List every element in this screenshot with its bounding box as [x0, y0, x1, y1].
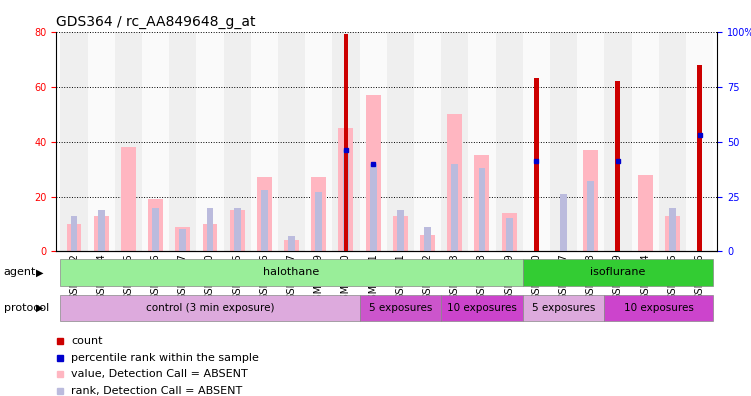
- Bar: [686, 32, 713, 251]
- Bar: [469, 32, 496, 251]
- Text: 10 exposures: 10 exposures: [624, 303, 694, 313]
- Bar: [230, 210, 245, 251]
- Text: ▶: ▶: [36, 303, 44, 313]
- Bar: [475, 155, 490, 251]
- Text: 5 exposures: 5 exposures: [532, 303, 596, 313]
- Bar: [305, 32, 333, 251]
- Bar: [343, 34, 348, 251]
- Bar: [288, 236, 295, 251]
- Bar: [451, 164, 458, 251]
- Bar: [616, 81, 620, 251]
- Text: GDS364 / rc_AA849648_g_at: GDS364 / rc_AA849648_g_at: [56, 15, 256, 29]
- Bar: [424, 227, 431, 251]
- Bar: [312, 177, 326, 251]
- Bar: [203, 224, 218, 251]
- Text: isoflurane: isoflurane: [590, 267, 646, 277]
- Bar: [550, 32, 577, 251]
- Bar: [360, 32, 387, 251]
- Bar: [94, 216, 109, 251]
- Bar: [420, 235, 435, 251]
- Bar: [397, 210, 404, 251]
- Bar: [523, 32, 550, 251]
- Bar: [60, 259, 523, 286]
- Text: rank, Detection Call = ABSENT: rank, Detection Call = ABSENT: [71, 386, 243, 396]
- Bar: [638, 175, 653, 251]
- Bar: [67, 224, 81, 251]
- Bar: [342, 150, 349, 251]
- Bar: [60, 295, 360, 321]
- Bar: [207, 208, 213, 251]
- Bar: [505, 219, 512, 251]
- Bar: [71, 216, 77, 251]
- Bar: [152, 208, 159, 251]
- Bar: [315, 192, 322, 251]
- Bar: [234, 208, 240, 251]
- Bar: [333, 32, 360, 251]
- Bar: [115, 32, 142, 251]
- Bar: [414, 32, 441, 251]
- Text: protocol: protocol: [4, 303, 49, 313]
- Text: percentile rank within the sample: percentile rank within the sample: [71, 352, 259, 363]
- Bar: [339, 128, 354, 251]
- Bar: [441, 32, 469, 251]
- Text: 5 exposures: 5 exposures: [369, 303, 432, 313]
- Bar: [523, 295, 605, 321]
- Bar: [169, 32, 197, 251]
- Bar: [632, 32, 659, 251]
- Bar: [697, 65, 702, 251]
- Text: count: count: [71, 336, 103, 346]
- Text: 10 exposures: 10 exposures: [447, 303, 517, 313]
- Text: control (3 min exposure): control (3 min exposure): [146, 303, 274, 313]
- Bar: [88, 32, 115, 251]
- Bar: [261, 190, 268, 251]
- Bar: [224, 32, 251, 251]
- Bar: [659, 32, 686, 251]
- Text: ▶: ▶: [36, 267, 44, 278]
- Bar: [278, 32, 305, 251]
- Bar: [360, 295, 441, 321]
- Bar: [441, 295, 523, 321]
- Bar: [257, 177, 272, 251]
- Bar: [121, 147, 136, 251]
- Bar: [197, 32, 224, 251]
- Bar: [175, 227, 190, 251]
- Bar: [605, 32, 632, 251]
- Bar: [587, 181, 594, 251]
- Bar: [478, 168, 485, 251]
- Bar: [393, 216, 408, 251]
- Text: halothane: halothane: [264, 267, 320, 277]
- Bar: [387, 32, 414, 251]
- Bar: [60, 32, 88, 251]
- Text: value, Detection Call = ABSENT: value, Detection Call = ABSENT: [71, 369, 248, 379]
- Bar: [669, 208, 676, 251]
- Bar: [251, 32, 278, 251]
- Bar: [502, 213, 517, 251]
- Bar: [142, 32, 169, 251]
- Bar: [448, 114, 462, 251]
- Bar: [665, 216, 680, 251]
- Bar: [366, 95, 381, 251]
- Bar: [534, 78, 538, 251]
- Text: agent: agent: [4, 267, 36, 278]
- Bar: [98, 210, 104, 251]
- Bar: [284, 240, 299, 251]
- Bar: [148, 199, 163, 251]
- Bar: [560, 194, 567, 251]
- Bar: [496, 32, 523, 251]
- Bar: [179, 229, 186, 251]
- Bar: [523, 259, 713, 286]
- Bar: [577, 32, 605, 251]
- Bar: [584, 150, 599, 251]
- Bar: [369, 164, 376, 251]
- Bar: [605, 295, 713, 321]
